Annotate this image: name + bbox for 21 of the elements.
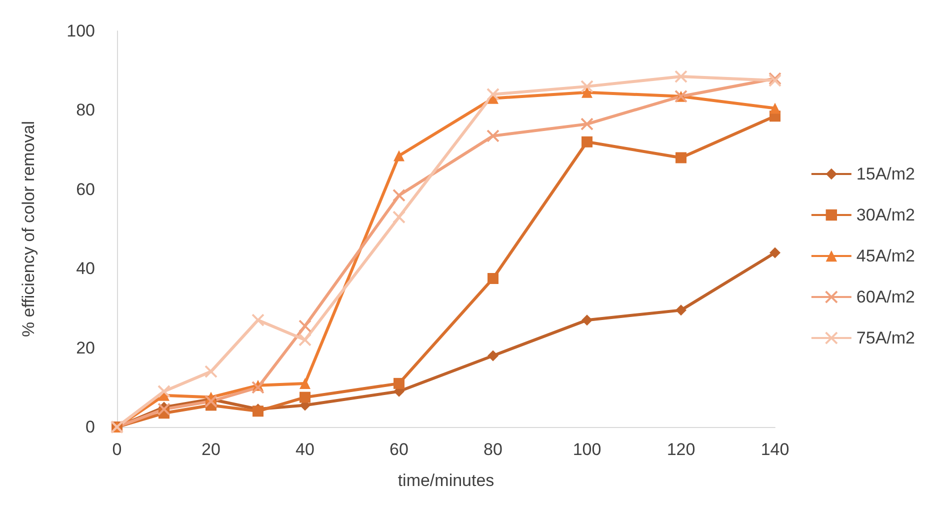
legend-label: 45A/m2 [856,246,916,266]
y-tick-label: 0 [86,418,95,436]
y-tick-label: 100 [66,22,95,40]
legend-label: 30A/m2 [856,206,916,224]
legend-label: 75A/m2 [856,328,916,348]
x-tick-label: 140 [760,440,790,459]
x-tick-label: 20 [202,440,220,459]
x-tick-label: 60 [390,440,408,459]
x-tick-label: 40 [296,440,314,459]
y-axis-title: % efficiency of color removal [19,120,38,338]
x-tick-label: 0 [112,440,122,459]
y-tick-label: 60 [76,180,95,199]
x-tick-label: 120 [666,440,696,459]
x-tick-label: 100 [572,440,602,459]
x-axis-title: time/minutes [398,471,494,490]
y-tick-label: 40 [76,259,95,278]
y-tick-label: 20 [76,338,95,358]
x-tick-label: 80 [484,440,502,459]
legend-label: 15A/m2 [856,164,916,184]
legend-label: 60A/m2 [856,288,916,306]
y-tick-label: 80 [76,100,95,120]
